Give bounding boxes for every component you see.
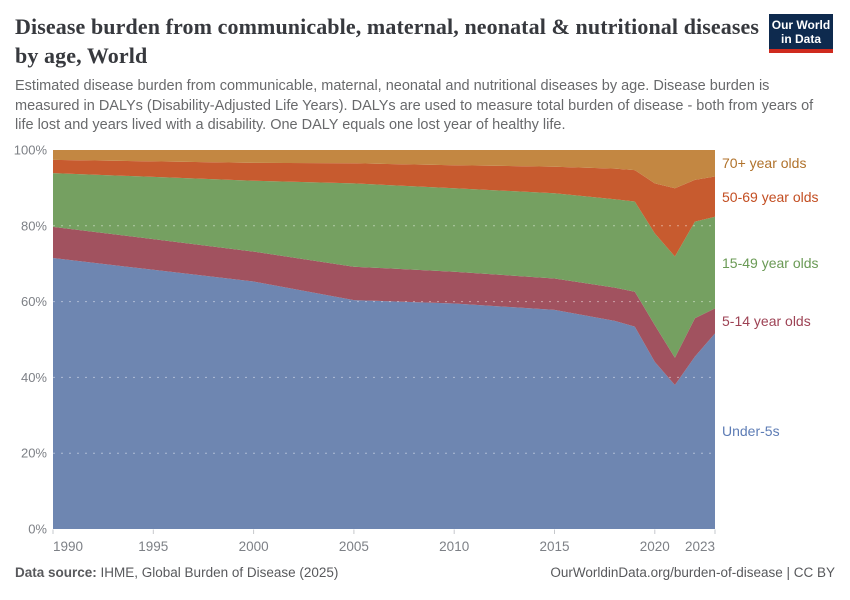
x-tick-label: 2000 bbox=[239, 539, 269, 554]
area-70-year-olds[interactable] bbox=[53, 150, 715, 189]
x-tick-label: 2023 bbox=[685, 539, 715, 554]
x-tick-label: 2005 bbox=[339, 539, 369, 554]
owid-logo-box: Our World in Data bbox=[769, 14, 833, 49]
chart-subtitle: Estimated disease burden from communicab… bbox=[15, 78, 814, 133]
owid-logo-stripe bbox=[769, 49, 833, 53]
x-tick-label: 2015 bbox=[539, 539, 569, 554]
page-title: Disease burden from communicable, matern… bbox=[15, 14, 760, 68]
y-axis: 0% 20% 40% 60% 80% 100% bbox=[14, 143, 48, 537]
y-tick-label: 0% bbox=[28, 522, 47, 537]
owid-logo-line1: Our World bbox=[771, 18, 831, 32]
area-5-14-year-olds[interactable] bbox=[53, 226, 715, 385]
x-tick-label: 1990 bbox=[53, 539, 83, 554]
y-tick-label: 40% bbox=[21, 370, 47, 385]
data-source: Data source: IHME, Global Burden of Dise… bbox=[15, 565, 338, 580]
chart-footer: Data source: IHME, Global Burden of Dise… bbox=[15, 565, 835, 580]
x-tick-label: 2010 bbox=[439, 539, 469, 554]
y-tick-label: 60% bbox=[21, 294, 47, 309]
legend-label-50-69-year-olds[interactable]: 50-69 year olds bbox=[722, 189, 819, 205]
area-15-49-year-olds[interactable] bbox=[53, 173, 715, 358]
data-source-label: Data source: bbox=[15, 565, 97, 580]
x-tick-label: 2020 bbox=[640, 539, 670, 554]
footer-link[interactable]: OurWorldinData.org/burden-of-disease | C… bbox=[550, 565, 835, 580]
data-source-text: IHME, Global Burden of Disease (2025) bbox=[96, 565, 339, 580]
area-under-5s[interactable] bbox=[53, 258, 715, 529]
owid-logo[interactable]: Our World in Data bbox=[769, 14, 833, 53]
area-50-69-year-olds[interactable] bbox=[53, 159, 715, 257]
legend-label-70-year-olds[interactable]: 70+ year olds bbox=[722, 155, 807, 171]
x-axis: 1990 1995 2000 2005 2010 2015 2020 2023 bbox=[52, 529, 716, 554]
legend-label-under-5s[interactable]: Under-5s bbox=[722, 423, 780, 439]
y-tick-label: 100% bbox=[14, 143, 48, 158]
legend-label-15-49-year-olds[interactable]: 15-49 year olds bbox=[722, 255, 819, 271]
y-tick-label: 80% bbox=[21, 218, 47, 233]
x-tick-label: 1995 bbox=[138, 539, 168, 554]
plot-areas bbox=[53, 150, 715, 529]
owid-logo-line2: in Data bbox=[780, 32, 821, 46]
legend-label-5-14-year-olds[interactable]: 5-14 year olds bbox=[722, 313, 811, 329]
y-tick-label: 20% bbox=[21, 446, 47, 461]
